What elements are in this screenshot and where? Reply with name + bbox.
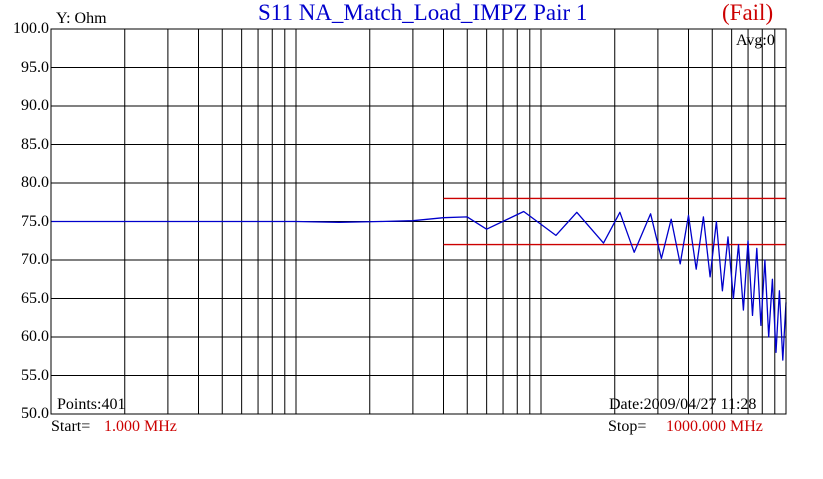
- y-tick-label: 75.0: [21, 212, 49, 230]
- y-tick-label: 80.0: [21, 174, 49, 191]
- chart-title: S11 NA_Match_Load_IMPZ Pair 1: [258, 0, 588, 25]
- plot-frame: [50, 28, 787, 415]
- y-tick-label: 65.0: [21, 289, 49, 307]
- stop-value: 1000.000 MHz: [666, 418, 763, 435]
- stop-label: Stop=: [608, 418, 647, 435]
- series-line: [51, 210, 787, 361]
- start-value: 1.000 MHz: [104, 418, 177, 435]
- y-tick-label: 100.0: [13, 20, 49, 37]
- y-tick-label: 85.0: [21, 135, 49, 153]
- y-axis-label: Y: Ohm: [56, 10, 107, 27]
- avg-label: Avg:0: [736, 32, 775, 49]
- y-tick-label: 90.0: [21, 97, 49, 114]
- y-tick-label: 70.0: [21, 251, 49, 268]
- y-tick-label: 95.0: [21, 58, 49, 76]
- y-tick-label: 60.0: [21, 328, 49, 345]
- date-label: Date:2009/04/27 11:28: [609, 396, 757, 413]
- fail-status: (Fail): [722, 0, 774, 25]
- start-label: Start=: [51, 418, 91, 435]
- points-label: Points:401: [57, 396, 126, 413]
- y-tick-label: 55.0: [21, 366, 49, 384]
- y-tick-label: 50.0: [21, 405, 49, 422]
